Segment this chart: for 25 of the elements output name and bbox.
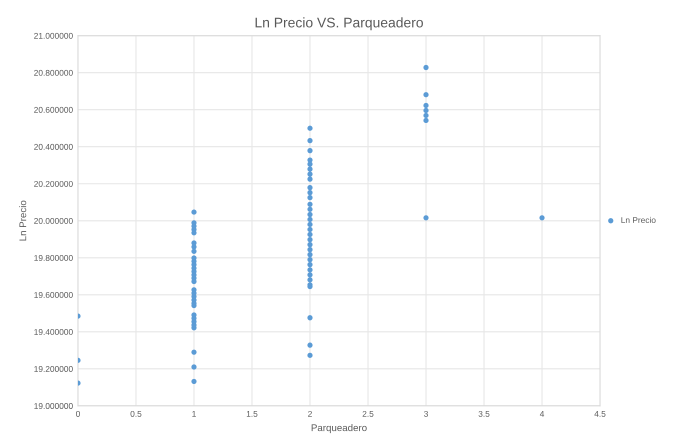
y-tick-label: 19.000000 xyxy=(34,403,73,409)
y-tick-label: 20.000000 xyxy=(34,218,73,224)
chart-title: Ln Precio VS. Parqueadero xyxy=(256,17,423,30)
x-tick-label: 4 xyxy=(540,411,544,417)
x-tick-label: 0.5 xyxy=(130,410,142,417)
legend-label: Ln Precio xyxy=(621,216,656,224)
x-tick-label: 0 xyxy=(76,410,80,417)
x-tick-label: 4.5 xyxy=(594,411,606,417)
y-tick-label: 20.200000 xyxy=(34,180,73,187)
y-tick-label: 19.200000 xyxy=(34,366,73,372)
y-tick-label: 21.000000 xyxy=(34,32,73,39)
y-tick-label: 19.600000 xyxy=(34,292,73,298)
y-tick-label: 20.800000 xyxy=(34,70,73,76)
y-tick-label: 20.600000 xyxy=(34,106,73,113)
x-tick-label: 3.5 xyxy=(478,410,490,417)
x-tick-label: 2 xyxy=(308,410,312,417)
x-tick-label: 1.5 xyxy=(246,411,258,417)
x-axis-title: Parqueadero xyxy=(312,424,367,434)
x-tick-label: 1 xyxy=(192,411,196,417)
y-tick-label: 20.400000 xyxy=(34,144,73,150)
y-tick-label: 19.800000 xyxy=(34,254,73,261)
x-tick-label: 2.5 xyxy=(362,410,374,417)
x-tick-label: 3 xyxy=(424,410,428,417)
y-tick-label: 19.400000 xyxy=(34,329,73,335)
y-axis-title: Ln Precio xyxy=(19,200,26,241)
